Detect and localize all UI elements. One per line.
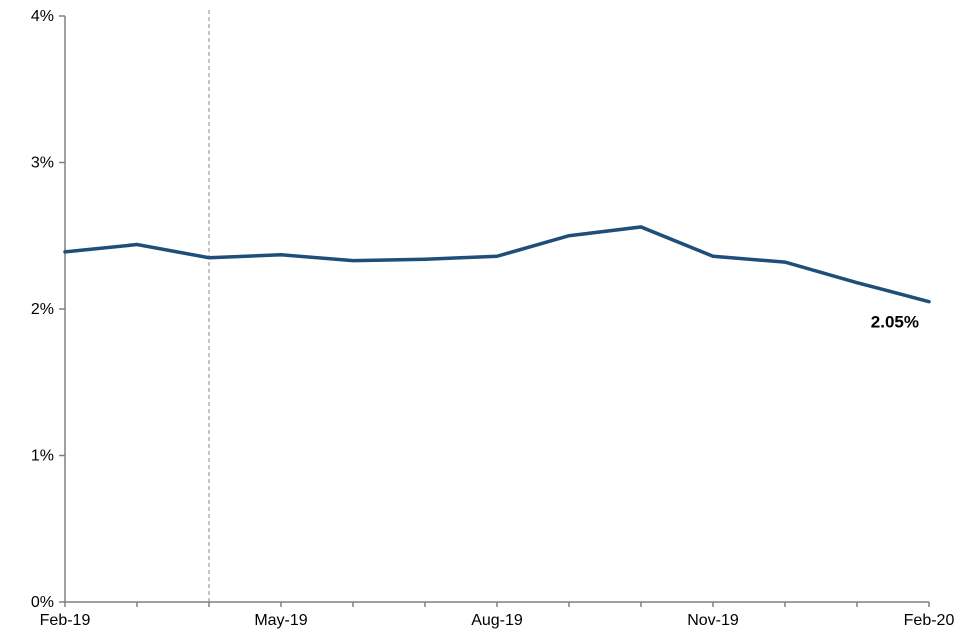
- x-tick-label: Aug-19: [471, 612, 523, 629]
- y-tick-label: 0%: [31, 594, 54, 611]
- x-tick-label: Feb-19: [40, 612, 91, 629]
- data-line-rate: [63, 225, 931, 304]
- end-value-label: 2.05%: [871, 313, 919, 332]
- x-tick-label: May-19: [254, 612, 307, 629]
- y-tick-label: 4%: [31, 8, 54, 25]
- y-tick-label: 1%: [31, 448, 54, 465]
- y-tick-label: 3%: [31, 155, 54, 172]
- x-tick-label: Feb-20: [904, 612, 955, 629]
- x-tick-label: Nov-19: [687, 612, 739, 629]
- y-tick-label: 2%: [31, 301, 54, 318]
